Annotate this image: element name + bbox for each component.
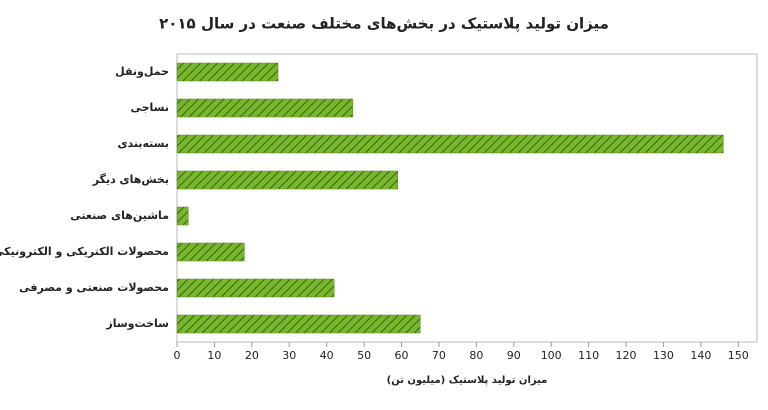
x-tick-label: 80 <box>469 349 483 362</box>
x-tick-label: 60 <box>395 349 409 362</box>
x-tick-label: 150 <box>728 349 749 362</box>
x-tick-label: 120 <box>616 349 637 362</box>
chart-title: میزان تولید پلاستیک در بخش‌های مختلف صنع… <box>159 15 609 34</box>
x-tick-label: 90 <box>507 349 521 362</box>
x-tick-label: 0 <box>174 349 181 362</box>
bar <box>176 62 279 82</box>
bar <box>176 134 724 154</box>
bar <box>176 314 421 334</box>
x-tick-label: 110 <box>578 349 599 362</box>
y-tick-label: ساخت‌وساز <box>105 317 169 330</box>
x-tick-label: 140 <box>690 349 711 362</box>
y-tick-label: نساجی <box>130 101 169 114</box>
bar <box>176 170 399 190</box>
x-tick-label: 20 <box>245 349 259 362</box>
bar <box>176 278 335 298</box>
x-tick-label: 30 <box>282 349 296 362</box>
x-tick-label: 70 <box>432 349 446 362</box>
x-tick-label: 130 <box>653 349 674 362</box>
y-tick-label: محصولات صنعتی و مصرفی <box>19 281 169 294</box>
y-tick-label: محصولات الکتریکی و الکترونیکی <box>0 245 169 258</box>
plot-frame <box>176 53 758 343</box>
x-tick-label: 50 <box>357 349 371 362</box>
x-tick-label: 10 <box>207 349 221 362</box>
y-tick-label: بخش‌های دیگر <box>92 173 169 186</box>
y-tick-label: بسته‌بندی <box>117 137 169 150</box>
x-tick-label: 40 <box>320 349 334 362</box>
x-tick-label: 100 <box>541 349 562 362</box>
bar <box>176 98 354 118</box>
y-tick-label: ماشین‌های صنعتی <box>70 209 169 222</box>
bar <box>176 242 245 262</box>
bar <box>176 206 189 226</box>
x-axis-label: میزان تولید پلاستیک (میلیون تن) <box>387 375 548 386</box>
y-tick-label: حمل‌ونقل <box>115 65 169 78</box>
